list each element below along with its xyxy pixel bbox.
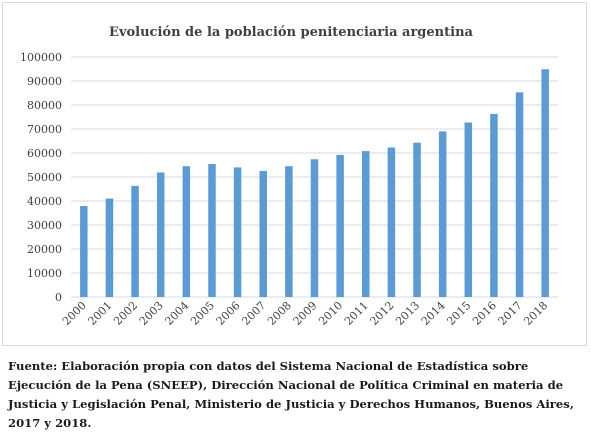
x-tick-label: 2003 (137, 299, 166, 328)
x-tick-label: 2012 (368, 299, 397, 328)
bar-2001 (105, 198, 114, 297)
y-tick-label: 20000 (27, 243, 62, 256)
x-tick-label: 2000 (60, 299, 89, 328)
source-footnote: Fuente: Elaboración propia con datos del… (8, 359, 574, 430)
y-tick-label: 90000 (27, 75, 62, 88)
bar-2006 (233, 167, 242, 297)
x-tick-label: 2018 (521, 299, 550, 328)
bar-2012 (387, 147, 396, 297)
bar-2015 (464, 122, 473, 298)
bar-2016 (490, 113, 498, 297)
chart-title: Evolución de la población penitenciaria … (109, 25, 473, 40)
x-tick-label: 2005 (188, 299, 217, 328)
bar-2004 (182, 166, 191, 297)
bar-2018 (541, 69, 549, 298)
x-tick-label: 2011 (342, 299, 371, 328)
bar-chart: Evolución de la población penitenciaria … (20, 25, 558, 328)
bar-2003 (156, 172, 165, 297)
y-tick-label: 80000 (27, 99, 62, 112)
bar-2013 (413, 142, 421, 297)
bar-2007 (259, 171, 267, 297)
bar-2014 (438, 131, 447, 297)
x-tick-label: 2013 (393, 299, 422, 328)
bar-2005 (208, 164, 216, 297)
bars (80, 69, 549, 298)
y-tick-label: 50000 (27, 171, 62, 184)
x-tick-label: 2004 (162, 299, 191, 328)
x-tick-label: 2009 (291, 299, 320, 328)
x-tick-label: 2010 (316, 299, 345, 328)
y-tick-label: 40000 (27, 195, 62, 208)
x-tick-label: 2008 (265, 299, 294, 328)
y-tick-label: 60000 (27, 147, 62, 160)
x-tick-label: 2017 (496, 299, 525, 328)
y-tick-label: 70000 (27, 123, 62, 136)
x-tick-label: 2016 (470, 299, 499, 328)
chart-frame: Evolución de la población penitenciaria … (2, 2, 587, 346)
x-tick-label: 2014 (419, 299, 448, 328)
bar-2002 (131, 185, 139, 297)
x-tick-label: 2007 (239, 299, 268, 328)
bar-2009 (310, 159, 319, 297)
y-axis-ticks: 0 10000 20000 30000 40000 50000 60000 70000 8000… (20, 51, 62, 304)
bar-2008 (285, 166, 293, 297)
y-tick-label: 30000 (27, 219, 62, 232)
bar-2011 (362, 151, 370, 297)
bar-2000 (80, 206, 88, 297)
bar-2010 (336, 154, 344, 297)
x-axis-ticks: 2000200120022003200420052006200720082009… (60, 299, 550, 328)
x-tick-label: 2015 (444, 299, 473, 328)
y-tick-label: 0 (55, 291, 62, 304)
y-tick-label: 100000 (20, 51, 62, 64)
x-tick-label: 2006 (214, 299, 243, 328)
y-tick-label: 10000 (27, 267, 62, 280)
x-tick-label: 2002 (111, 299, 140, 328)
x-tick-label: 2001 (86, 299, 115, 328)
bar-2017 (515, 92, 524, 297)
